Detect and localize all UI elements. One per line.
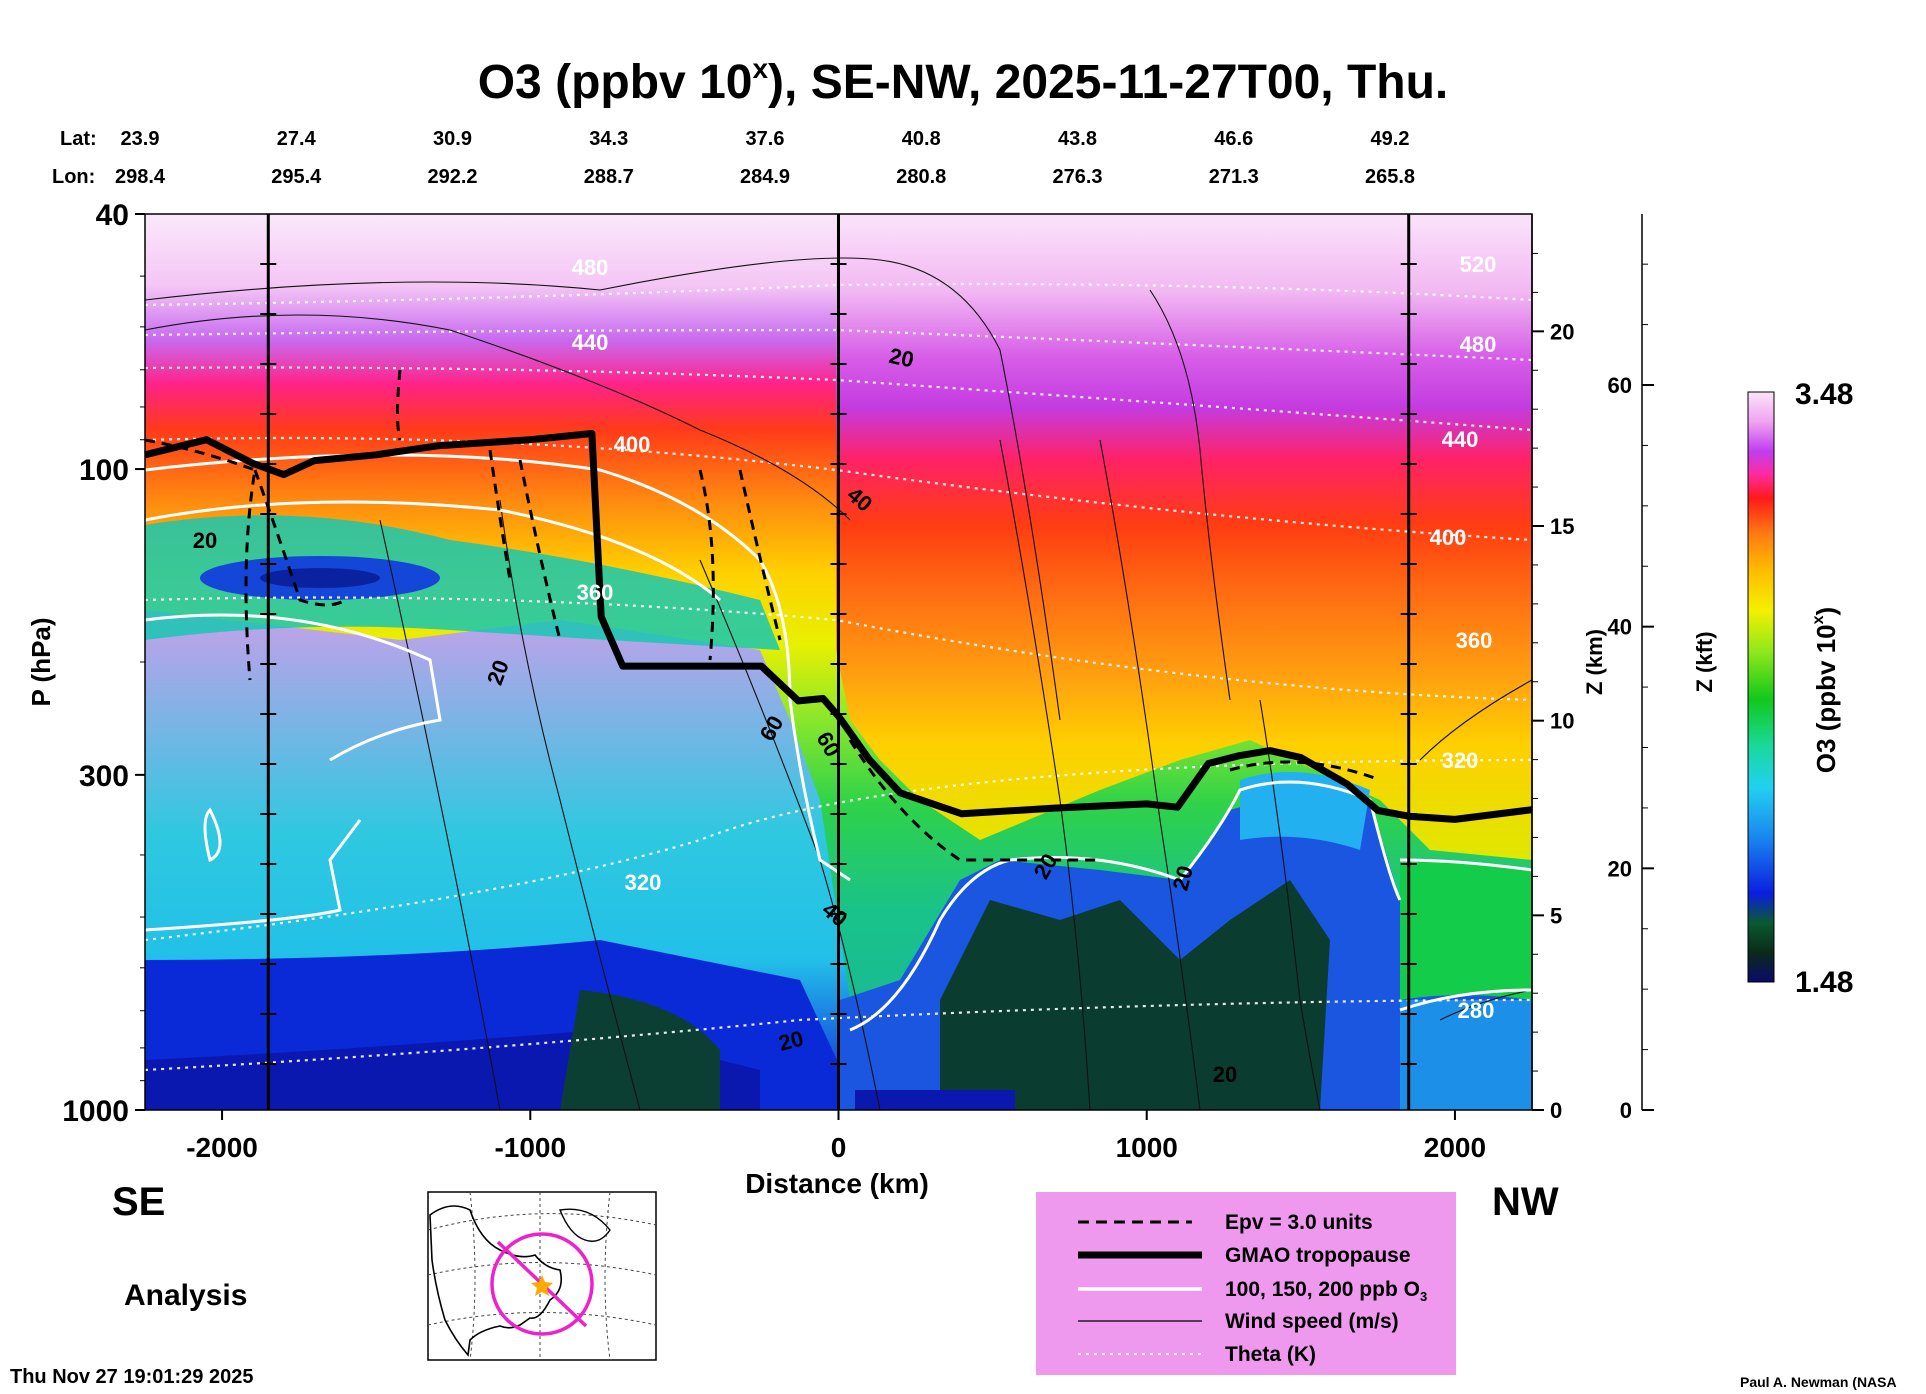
z-km-tick-label: 15	[1550, 514, 1574, 539]
lat-value: 34.3	[589, 128, 628, 150]
z-kft-tick-label: 20	[1608, 856, 1632, 881]
lon-label: Lon:	[52, 166, 95, 188]
x-tick-label: -1000	[494, 1132, 566, 1163]
star-icon	[531, 1275, 553, 1296]
theta-label: 480	[572, 255, 609, 280]
lat-value: 49.2	[1371, 128, 1410, 150]
northwest-label: NW	[1492, 1180, 1559, 1224]
colorbar-min: 1.48	[1795, 966, 1853, 999]
theta-label: 360	[577, 580, 614, 605]
z-kft-tick-label: 40	[1608, 615, 1632, 640]
x-tick-label: 0	[831, 1132, 847, 1163]
longitude-row: 298.4 295.4 292.2 288.7 284.9 280.8 276.3 271.3…	[115, 166, 1415, 188]
theta-label: 400	[1430, 525, 1467, 550]
legend-epv-label: Epv = 3.0 units	[1225, 1211, 1373, 1234]
theta-label: 400	[614, 432, 651, 457]
x-tick-label: 2000	[1424, 1132, 1486, 1163]
legend-theta-label: Theta (K)	[1225, 1343, 1316, 1366]
y-axis-label: P (hPa)	[26, 617, 56, 706]
wind-label: 20	[193, 528, 217, 553]
southeast-label: SE	[112, 1180, 165, 1224]
lat-value: 43.8	[1058, 128, 1097, 150]
x-axis-label: Distance (km)	[745, 1168, 929, 1199]
lat-value: 46.6	[1214, 128, 1253, 150]
lat-value: 40.8	[902, 128, 941, 150]
x-tick-label: 1000	[1116, 1132, 1178, 1163]
tropopause-line	[144, 430, 1533, 823]
colorbar	[1747, 391, 1775, 983]
wind-label: 20	[1213, 1062, 1237, 1087]
lon-value: 295.4	[271, 166, 322, 188]
lat-value: 37.6	[746, 128, 785, 150]
lat-value: 23.9	[121, 128, 160, 150]
x-axis: -2000 -1000 0 1000 2000	[186, 1110, 1486, 1163]
theta-label: 520	[1460, 252, 1497, 277]
timestamp: Thu Nov 27 19:01:29 2025	[10, 1366, 253, 1388]
colorbar-label: O3 (ppbv 10x)	[1810, 607, 1841, 773]
z-km-tick-label: 0	[1550, 1098, 1562, 1123]
y-axis: 40 100 300 1000	[62, 199, 145, 1128]
lon-value: 271.3	[1209, 166, 1259, 188]
y-tick-label: 1000	[62, 1095, 129, 1128]
x-tick-label: -2000	[186, 1132, 258, 1163]
z-kft-tick-label: 60	[1608, 373, 1632, 398]
theta-label: 440	[1442, 427, 1479, 452]
theta-label: 320	[625, 870, 662, 895]
legend-ozone-label: 100, 150, 200 ppb O3	[1225, 1278, 1427, 1304]
lon-value: 288.7	[584, 166, 634, 188]
credit: Paul A. Newman (NASA	[1740, 1374, 1897, 1390]
z-kft-label: Z (kft)	[1692, 631, 1717, 692]
z-kft-axis: 0 20 40 60	[1608, 214, 1654, 1123]
y-tick-label: 40	[96, 199, 129, 232]
upper-trop-band	[145, 515, 780, 650]
theta-label: 480	[1460, 332, 1497, 357]
inset-circle	[490, 1232, 594, 1336]
lon-value: 265.8	[1365, 166, 1415, 188]
latitude-row: 23.9 27.4 30.9 34.3 37.6 40.8 43.8 46.6 49.2	[121, 128, 1410, 150]
right-trop-dark	[940, 880, 1330, 1110]
lat-value: 27.4	[277, 128, 317, 150]
z-km-tick-label: 20	[1550, 319, 1574, 344]
theta-label: 320	[1442, 748, 1479, 773]
lon-value: 292.2	[427, 166, 477, 188]
legend: Epv = 3.0 units GMAO tropopause 100, 150…	[1036, 1192, 1456, 1375]
y-tick-label: 300	[79, 760, 129, 793]
chart-title: O3 (ppbv 10x), SE-NW, 2025-11-27T00, Thu…	[478, 53, 1449, 109]
z-km-tick-label: 5	[1550, 903, 1562, 928]
lon-value: 284.9	[740, 166, 790, 188]
reference-verticals	[260, 214, 1417, 1110]
theta-contours	[145, 282, 1532, 1072]
lon-value: 280.8	[896, 166, 946, 188]
legend-wind-label: Wind speed (m/s)	[1225, 1310, 1399, 1333]
legend-tropopause-label: GMAO tropopause	[1225, 1244, 1411, 1267]
right-stratosphere-field	[836, 214, 1532, 860]
y-tick-label: 100	[79, 454, 129, 487]
theta-label: 440	[572, 330, 609, 355]
z-km-tick-label: 10	[1550, 709, 1574, 734]
theta-labels: 480 440 400 360 320 520 480 440 400 360 …	[572, 252, 1497, 1023]
lon-value: 298.4	[115, 166, 166, 188]
lat-value: 30.9	[433, 128, 472, 150]
z-kft-tick-label: 0	[1620, 1098, 1632, 1123]
colorbar-max: 3.48	[1795, 378, 1853, 411]
analysis-label: Analysis	[124, 1279, 247, 1312]
inset-map	[427, 1191, 657, 1361]
z-km-label: Z (km)	[1582, 629, 1607, 695]
lon-value: 276.3	[1052, 166, 1102, 188]
z-km-axis: 0 5 10 15 20	[1531, 214, 1574, 1123]
theta-label: 360	[1456, 628, 1493, 653]
lat-label: Lat:	[60, 128, 97, 150]
theta-label: 280	[1458, 998, 1495, 1023]
wind-label: 20	[887, 343, 916, 373]
